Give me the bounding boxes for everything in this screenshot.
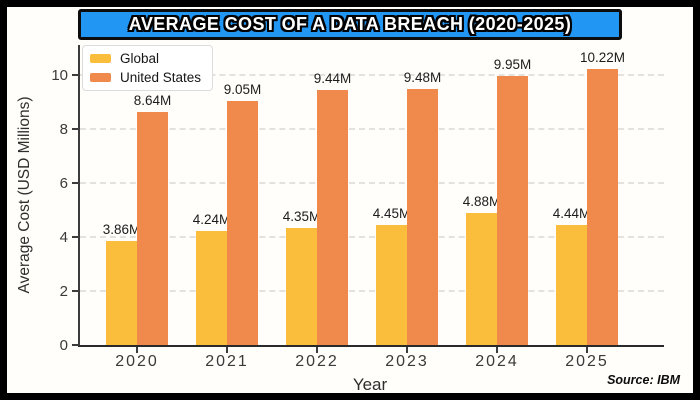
legend-item-united-states: United States [90,70,201,85]
bar-united-states-2022 [317,90,348,345]
gridline-y-4 [80,236,664,238]
y-tick-mark-4 [72,236,78,238]
bar-united-states-2020 [137,112,168,345]
y-tick-label-8: 8 [59,121,68,138]
x-axis-title: Year [352,375,388,394]
y-axis-title-wrap: Average Cost (USD Millions) [13,45,37,345]
bar-value-label-united-states-2023: 9.48M [403,70,442,85]
gridline-y-10 [80,74,664,76]
bar-value-label-united-states-2025: 10.22M [579,50,626,65]
x-tick-mark-2024 [496,347,498,353]
chart-title: AVERAGE COST OF A DATA BREACH (2020-2025… [128,14,572,34]
bar-united-states-2021 [227,101,258,345]
y-tick-label-2: 2 [59,283,68,300]
source-credit: Source: IBM [607,373,680,387]
x-tick-mark-2020 [136,347,138,353]
bar-global-2021 [196,231,227,345]
bar-value-label-united-states-2022: 9.44M [313,71,352,86]
plot-area: Global United States 0 2 4 6 8 10 3.86M 8.64M 20… [51,45,664,370]
bar-value-label-united-states-2024: 9.95M [493,57,532,72]
y-tick-label-0: 0 [59,337,68,354]
x-tick-mark-2025 [586,347,588,353]
x-tick-mark-2023 [406,347,408,353]
bar-united-states-2023 [407,89,438,345]
legend-label-united-states: United States [120,70,202,85]
legend-swatch-global [90,54,111,63]
bar-value-label-global-2020: 3.86M [102,222,141,237]
x-tick-label-2023: 2023 [385,353,429,370]
gridline-y-6 [80,182,664,184]
bar-value-label-global-2024: 4.88M [462,194,501,209]
x-tick-mark-2022 [316,347,318,353]
bar-value-label-united-states-2021: 9.05M [223,82,262,97]
bar-value-label-global-2025: 4.44M [552,206,591,221]
bar-value-label-global-2023: 4.45M [372,206,411,221]
y-tick-label-4: 4 [59,229,68,246]
y-tick-mark-0 [72,344,78,346]
bar-global-2023 [376,225,407,345]
bar-value-label-global-2021: 4.24M [192,212,231,227]
bar-global-2022 [286,228,317,345]
bar-value-label-united-states-2020: 8.64M [133,93,172,108]
gridline-y-8 [80,128,664,130]
x-tick-label-2020: 2020 [115,353,159,370]
x-tick-label-2022: 2022 [295,353,339,370]
x-tick-label-2021: 2021 [205,353,249,370]
bar-united-states-2025 [587,69,618,345]
bar-global-2020 [106,241,137,345]
y-tick-mark-2 [72,290,78,292]
legend-item-global: Global [90,51,201,66]
y-tick-label-6: 6 [59,175,68,192]
y-tick-mark-10 [72,74,78,76]
bar-value-label-global-2022: 4.35M [282,209,321,224]
legend-label-global: Global [120,51,160,66]
x-tick-label-2024: 2024 [475,353,519,370]
y-tick-label-10: 10 [51,67,68,84]
legend-swatch-united-states [90,73,111,82]
legend: Global United States [82,45,214,91]
x-tick-mark-2021 [226,347,228,353]
bar-global-2025 [556,225,587,345]
bar-united-states-2024 [497,76,528,345]
title-banner: AVERAGE COST OF A DATA BREACH (2020-2025… [78,9,622,40]
y-tick-mark-8 [72,128,78,130]
y-tick-mark-6 [72,182,78,184]
x-tick-label-2025: 2025 [565,353,609,370]
gridline-y-2 [80,290,664,292]
bar-global-2024 [466,213,497,345]
